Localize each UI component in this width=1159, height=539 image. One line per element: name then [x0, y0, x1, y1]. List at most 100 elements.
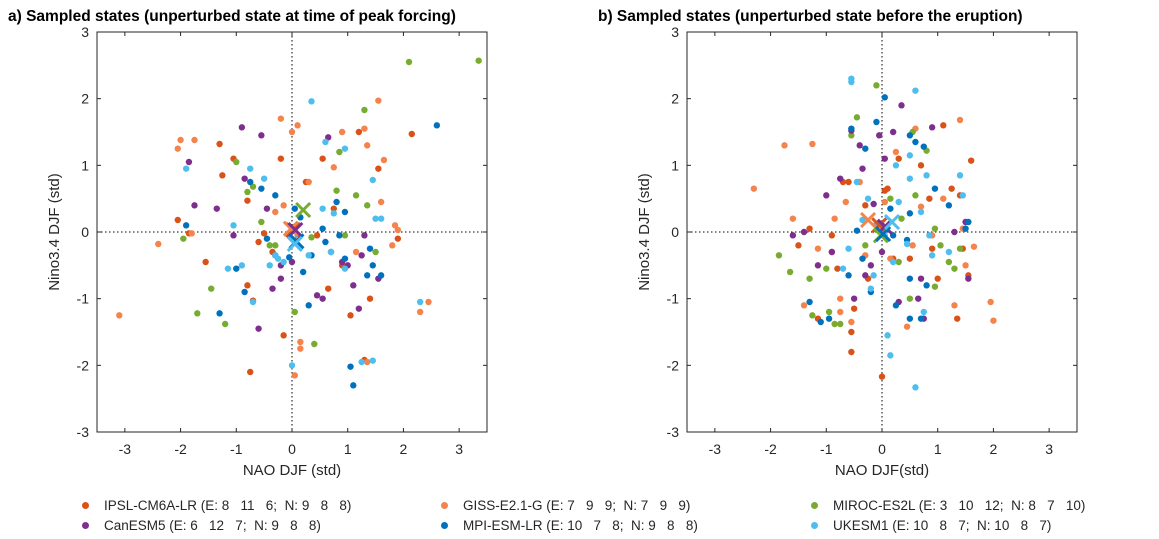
data-point-ipsl — [806, 225, 813, 232]
data-point-mpi — [965, 218, 972, 226]
mean-cross-stroke — [286, 235, 303, 253]
data-point-giss — [288, 128, 296, 136]
legend-marker — [441, 502, 448, 509]
data-point-miroc — [853, 114, 861, 121]
data-point-canesm5 — [889, 128, 897, 136]
data-point-mpi — [366, 245, 374, 252]
data-point-mpi — [848, 125, 855, 132]
data-point-giss — [831, 215, 838, 222]
data-point-canesm5 — [867, 262, 875, 269]
data-point-ipsl — [408, 130, 415, 138]
data-point-mpi — [377, 272, 385, 279]
figure: a) Sampled states (unperturbed state at … — [8, 8, 1078, 479]
data-point-miroc — [786, 268, 794, 276]
data-point-mpi — [341, 255, 349, 262]
data-point-ipsl — [394, 235, 402, 242]
data-point-ukesm1 — [906, 175, 914, 182]
data-point-ipsl — [926, 195, 933, 202]
data-point-mpi — [931, 185, 939, 192]
data-point-mpi — [912, 138, 919, 146]
data-point-miroc — [258, 218, 265, 226]
data-point-miroc — [272, 242, 279, 249]
mean-cross-stroke — [282, 220, 299, 237]
data-point-ukesm1 — [889, 258, 897, 266]
data-point-canesm5 — [358, 252, 365, 259]
data-point-giss — [364, 142, 371, 149]
legend-marker — [82, 502, 89, 509]
data-point-mpi — [305, 302, 312, 309]
data-point-mpi — [862, 145, 869, 152]
data-point-ukesm1 — [341, 265, 349, 272]
data-point-giss — [837, 295, 844, 302]
data-point-giss — [809, 140, 816, 148]
y-tick-label: 2 — [671, 91, 679, 107]
data-point-ukesm1 — [926, 232, 933, 239]
data-point-ipsl — [895, 155, 902, 162]
data-point-giss — [155, 240, 162, 248]
data-point-canesm5 — [325, 134, 332, 141]
data-point-mpi — [806, 298, 813, 306]
data-point-ipsl — [375, 165, 382, 172]
data-point-mpi — [825, 315, 833, 322]
data-point-ukesm1 — [369, 357, 376, 364]
data-point-ukesm1 — [280, 258, 287, 266]
data-point-giss — [951, 302, 958, 309]
data-point-giss — [987, 298, 994, 306]
mean-cross-stroke — [295, 201, 312, 219]
data-point-giss — [917, 203, 925, 210]
data-point-giss — [364, 358, 371, 366]
data-point-ipsl — [928, 245, 936, 252]
data-point-ukesm1 — [845, 245, 852, 252]
data-point-giss — [962, 262, 969, 269]
data-point-mpi — [347, 363, 354, 370]
y-tick-label: -1 — [77, 291, 90, 307]
y-tick-label: -2 — [77, 357, 90, 373]
data-point-mpi — [263, 235, 271, 242]
data-point-miroc — [336, 148, 343, 156]
data-point-ukesm1 — [859, 216, 866, 224]
data-point-ukesm1 — [870, 272, 877, 279]
data-point-canesm5 — [355, 305, 363, 312]
data-point-miroc — [873, 82, 880, 89]
data-point-miroc — [809, 312, 816, 319]
data-point-ipsl — [834, 265, 841, 272]
data-point-canesm5 — [915, 295, 922, 302]
legend-label: UKESM1 (E: 10 8 7; N: 10 8 7) — [833, 518, 1052, 533]
data-point-miroc — [308, 234, 315, 241]
mean-cross-stroke — [875, 225, 892, 243]
mean-cross-stroke — [883, 213, 901, 231]
data-point-mpi — [845, 272, 852, 279]
data-point-giss — [837, 308, 844, 316]
legend-label: IPSL-CM6A-LR (E: 8 11 6; N: 9 8 8) — [104, 498, 352, 513]
data-point-miroc — [361, 106, 368, 114]
legend-item-giss: GISS-E2.1-G (E: 7 9 9; N: 7 9 9) — [441, 498, 690, 513]
x-tick-label: -1 — [230, 441, 243, 457]
data-point-giss — [294, 122, 301, 129]
y-tick-label: 1 — [81, 157, 89, 173]
data-point-ipsl — [355, 128, 363, 136]
data-point-mpi — [887, 205, 894, 212]
data-point-miroc — [180, 235, 187, 242]
data-point-canesm5 — [269, 285, 276, 292]
data-point-giss — [375, 97, 382, 104]
data-point-mpi — [299, 268, 307, 276]
data-point-ipsl — [795, 242, 802, 249]
data-point-ipsl — [330, 205, 337, 212]
data-point-ukesm1 — [260, 175, 268, 182]
data-point-ipsl — [260, 230, 268, 237]
data-point-ukesm1 — [372, 215, 379, 222]
data-point-canesm5 — [313, 292, 321, 299]
data-point-ukesm1 — [330, 210, 337, 217]
legend-label: MIROC-ES2L (E: 3 10 12; N: 8 7 10) — [833, 498, 1086, 513]
data-point-mpi — [906, 315, 914, 322]
data-point-ukesm1 — [903, 240, 911, 248]
mean-marker-giss — [282, 220, 299, 237]
y-tick-label: 3 — [671, 24, 679, 40]
data-point-giss — [903, 323, 911, 330]
x-tick-label: 2 — [400, 441, 408, 457]
data-point-ipsl — [850, 305, 858, 312]
data-point-giss — [416, 308, 424, 316]
data-point-giss — [188, 230, 195, 237]
data-point-giss — [361, 125, 368, 132]
data-point-giss — [881, 198, 888, 206]
